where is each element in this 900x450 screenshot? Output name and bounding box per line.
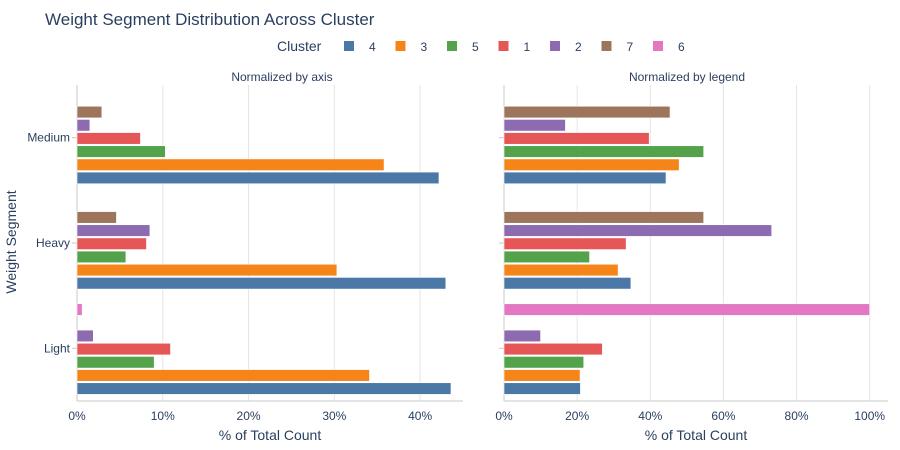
x-tick-label: 20% <box>237 409 261 423</box>
legend-item-4[interactable]: 4 <box>344 40 376 54</box>
panel-subtitle: Normalized by axis <box>231 70 332 84</box>
bar-7-medium[interactable] <box>76 105 103 119</box>
bar-1-light[interactable] <box>503 342 603 356</box>
legend-swatch <box>498 41 509 51</box>
bar-7-heavy[interactable] <box>503 211 704 224</box>
bar-2-heavy[interactable] <box>76 224 151 237</box>
bar-6-light[interactable] <box>503 303 871 316</box>
bar-3-heavy[interactable] <box>503 263 619 277</box>
bar-3-light[interactable] <box>503 369 581 382</box>
legend-label: 3 <box>421 40 428 54</box>
x-tick-label: 0% <box>495 409 513 423</box>
legend-item-5[interactable]: 5 <box>447 40 479 54</box>
bar-3-heavy[interactable] <box>76 263 338 277</box>
bar-3-medium[interactable] <box>76 158 385 171</box>
x-tick-label: 60% <box>711 409 735 423</box>
bar-5-medium[interactable] <box>503 145 704 158</box>
legend-item-2[interactable]: 2 <box>550 40 582 54</box>
bar-2-medium[interactable] <box>76 119 91 132</box>
legend-swatch <box>344 41 354 51</box>
legend-swatch <box>550 41 560 51</box>
y-axis-title: Weight Segment <box>3 190 19 293</box>
legend-item-3[interactable]: 3 <box>395 40 428 54</box>
bar-2-light[interactable] <box>76 329 94 343</box>
legend-title: Cluster <box>277 38 322 54</box>
bar-5-heavy[interactable] <box>503 250 590 264</box>
bar-3-light[interactable] <box>76 369 370 382</box>
bar-1-light[interactable] <box>76 342 171 356</box>
legend-label: 7 <box>627 40 634 54</box>
bar-2-medium[interactable] <box>503 119 566 132</box>
legend-item-7[interactable]: 7 <box>601 40 634 54</box>
legend-item-6[interactable]: 6 <box>653 40 685 54</box>
bar-5-medium[interactable] <box>76 145 166 158</box>
x-tick-label: 100% <box>854 409 885 423</box>
legend-label: 4 <box>369 40 376 54</box>
legend-label: 1 <box>524 40 531 54</box>
bar-1-medium[interactable] <box>76 132 141 145</box>
chart-title: Weight Segment Distribution Across Clust… <box>45 10 375 29</box>
bar-4-medium[interactable] <box>503 171 667 185</box>
bar-2-heavy[interactable] <box>503 224 773 237</box>
x-axis-title: % of Total Count <box>645 427 748 443</box>
panel-subtitle: Normalized by legend <box>629 70 745 84</box>
bar-2-light[interactable] <box>503 329 541 343</box>
y-tick-label: Medium <box>27 131 70 145</box>
bar-4-medium[interactable] <box>76 171 440 185</box>
legend-label: 6 <box>678 40 685 54</box>
y-tick-label: Light <box>44 341 71 355</box>
legend-item-1[interactable]: 1 <box>498 40 531 54</box>
bar-5-light[interactable] <box>503 356 585 369</box>
legend-label: 2 <box>575 40 582 54</box>
x-tick-label: 0% <box>68 409 86 423</box>
bar-7-medium[interactable] <box>503 105 671 119</box>
bar-7-heavy[interactable] <box>76 211 117 224</box>
bar-4-heavy[interactable] <box>503 277 632 290</box>
bar-5-heavy[interactable] <box>76 250 127 264</box>
panel-2: Normalized by legend 0% 20% 40% 60% 80% 100% % … <box>495 70 888 443</box>
bar-4-light[interactable] <box>503 382 581 395</box>
panel-1: Normalized by axis 0% 10% 20% 30% 40% % of Tot… <box>27 70 463 443</box>
bar-4-heavy[interactable] <box>76 277 447 290</box>
legend-swatch <box>447 41 457 51</box>
x-tick-label: 40% <box>408 409 432 423</box>
x-tick-label: 20% <box>565 409 589 423</box>
x-tick-label: 10% <box>151 409 175 423</box>
x-tick-label: 30% <box>322 409 346 423</box>
legend-swatch <box>395 41 406 51</box>
y-tick-label: Heavy <box>36 236 70 250</box>
legend: Cluster 4 3 5 1 2 7 6 <box>277 38 685 54</box>
bar-6-light[interactable] <box>76 303 83 316</box>
x-tick-label: 80% <box>785 409 809 423</box>
x-tick-label: 40% <box>638 409 662 423</box>
bar-3-medium[interactable] <box>503 158 680 171</box>
legend-swatch <box>601 41 612 51</box>
bar-1-heavy[interactable] <box>76 237 147 250</box>
bar-1-medium[interactable] <box>503 132 650 145</box>
bar-4-light[interactable] <box>76 382 452 395</box>
legend-swatch <box>653 41 663 51</box>
x-axis-title: % of Total Count <box>219 427 322 443</box>
legend-label: 5 <box>472 40 479 54</box>
panels: Normalized by axis 0% 10% 20% 30% 40% % of Tot… <box>27 70 888 443</box>
bar-1-heavy[interactable] <box>503 237 627 250</box>
bar-5-light[interactable] <box>76 356 155 369</box>
